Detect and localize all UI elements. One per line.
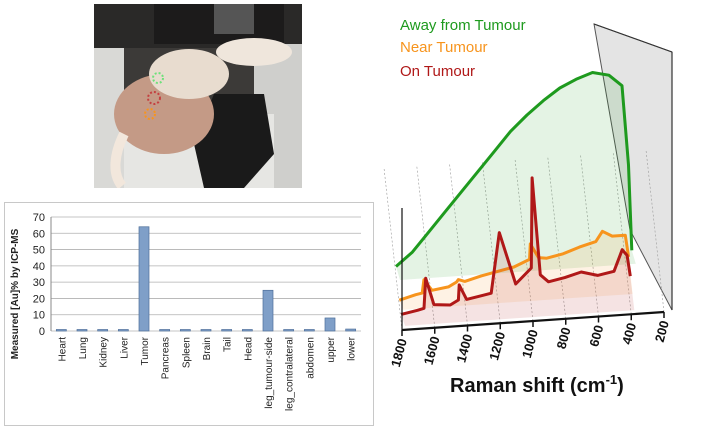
x-tick-label: 400 [619, 321, 639, 346]
y-tick-label: 50 [33, 245, 45, 257]
x-tick-label: 800 [554, 326, 574, 351]
y-tick-label: 70 [33, 212, 45, 224]
depth-gridline [383, 167, 403, 331]
mouse-photo-image [94, 4, 302, 188]
y-tick-label: 30 [33, 277, 45, 289]
x-category-label: Tumor [140, 336, 151, 365]
bar-abdomen [303, 329, 315, 332]
depth-gridline [645, 149, 665, 313]
x-category-label: leg_tumour-side [264, 337, 275, 409]
y-tick-label: 60 [33, 228, 45, 240]
bar-Lung [76, 329, 88, 332]
bar-Head [241, 329, 253, 332]
depth-gridline [547, 156, 567, 319]
series-line-on-tumour [400, 176, 632, 316]
raman-chart-svg: 1800 1600 1400 1200 1000 800 600 400 200 Raman sh… [383, 17, 673, 397]
depth-gridline [612, 152, 632, 315]
y-tick-label: 0 [39, 326, 45, 338]
depth-gridline [449, 163, 468, 326]
x-tick-label: 200 [652, 319, 672, 344]
bar-Pancreas [159, 329, 171, 332]
x-category-label: upper [326, 336, 337, 362]
bar-Tail [221, 329, 233, 332]
depth-gridline [416, 165, 436, 328]
bar-Heart [55, 329, 67, 332]
bar-chart-svg: 0 10 20 30 40 50 60 70 Measured [Au]% by ICP-MS H… [10, 212, 361, 411]
x-category-label: Pancreas [161, 337, 172, 379]
bar-lower [345, 328, 357, 332]
legend-entry: On Tumour [400, 63, 475, 80]
x-category-label: Lung [78, 337, 89, 359]
bar-Kidney [97, 329, 109, 332]
x-category-label: Spleen [181, 337, 192, 368]
x-axis-title-sup: -1 [606, 372, 618, 387]
x-category-label: Brain [202, 337, 213, 360]
x-tick-label: 1400 [453, 332, 475, 364]
x-category-label: Heart [57, 337, 68, 362]
y-tick-label: 40 [33, 261, 45, 273]
y-tick-label: 10 [33, 310, 45, 322]
x-tick-label: 1600 [421, 335, 443, 367]
depth-gridline [514, 158, 534, 322]
x-axis-title-main: Raman shift (cm [450, 375, 606, 397]
series-line-away-from-tumour [395, 71, 634, 268]
x-category-label: Tail [223, 337, 234, 352]
x-category-label: abdomen [305, 337, 316, 379]
x-category-label: Kidney [99, 337, 110, 368]
bar-Tumor [138, 226, 150, 332]
x-tick-label: 1200 [486, 330, 508, 362]
bar-Liver [117, 329, 129, 332]
bar-leg_contralateral [283, 329, 295, 332]
bar-upper [324, 317, 336, 332]
frame-line [593, 23, 673, 53]
y-axis-label: Measured [Au]% by ICP-MS [10, 228, 21, 359]
depth-gridline [481, 161, 501, 324]
raman-spectra-chart: 1800 1600 1400 1200 1000 800 600 400 200 Raman sh… [380, 0, 706, 428]
icpms-bar-chart: 0 10 20 30 40 50 60 70 Measured [Au]% by ICP-MS H… [4, 202, 374, 426]
y-tick-label: 20 [33, 293, 45, 305]
x-tick-label: 1000 [519, 328, 541, 360]
series-ribbon [396, 72, 636, 280]
x-axis-title-close: ) [617, 375, 624, 397]
bar-leg_tumour-side [262, 289, 274, 332]
legend-entry: Away from Tumour [400, 17, 526, 34]
x-tick-label: 1800 [388, 337, 410, 369]
mouse-photo [94, 4, 302, 188]
bar-Brain [200, 329, 212, 332]
legend-entry: Near Tumour [400, 39, 488, 56]
x-category-label: Head [243, 337, 254, 361]
bar-Spleen [179, 329, 191, 332]
depth-gridline [580, 154, 599, 317]
x-category-label: lower [347, 336, 358, 361]
x-category-label: leg_contralateral [285, 337, 296, 411]
x-tick-label: 600 [586, 323, 606, 348]
x-axis-title: Raman shift (cm-1) [450, 372, 624, 397]
x-category-label: Liver [119, 336, 130, 358]
